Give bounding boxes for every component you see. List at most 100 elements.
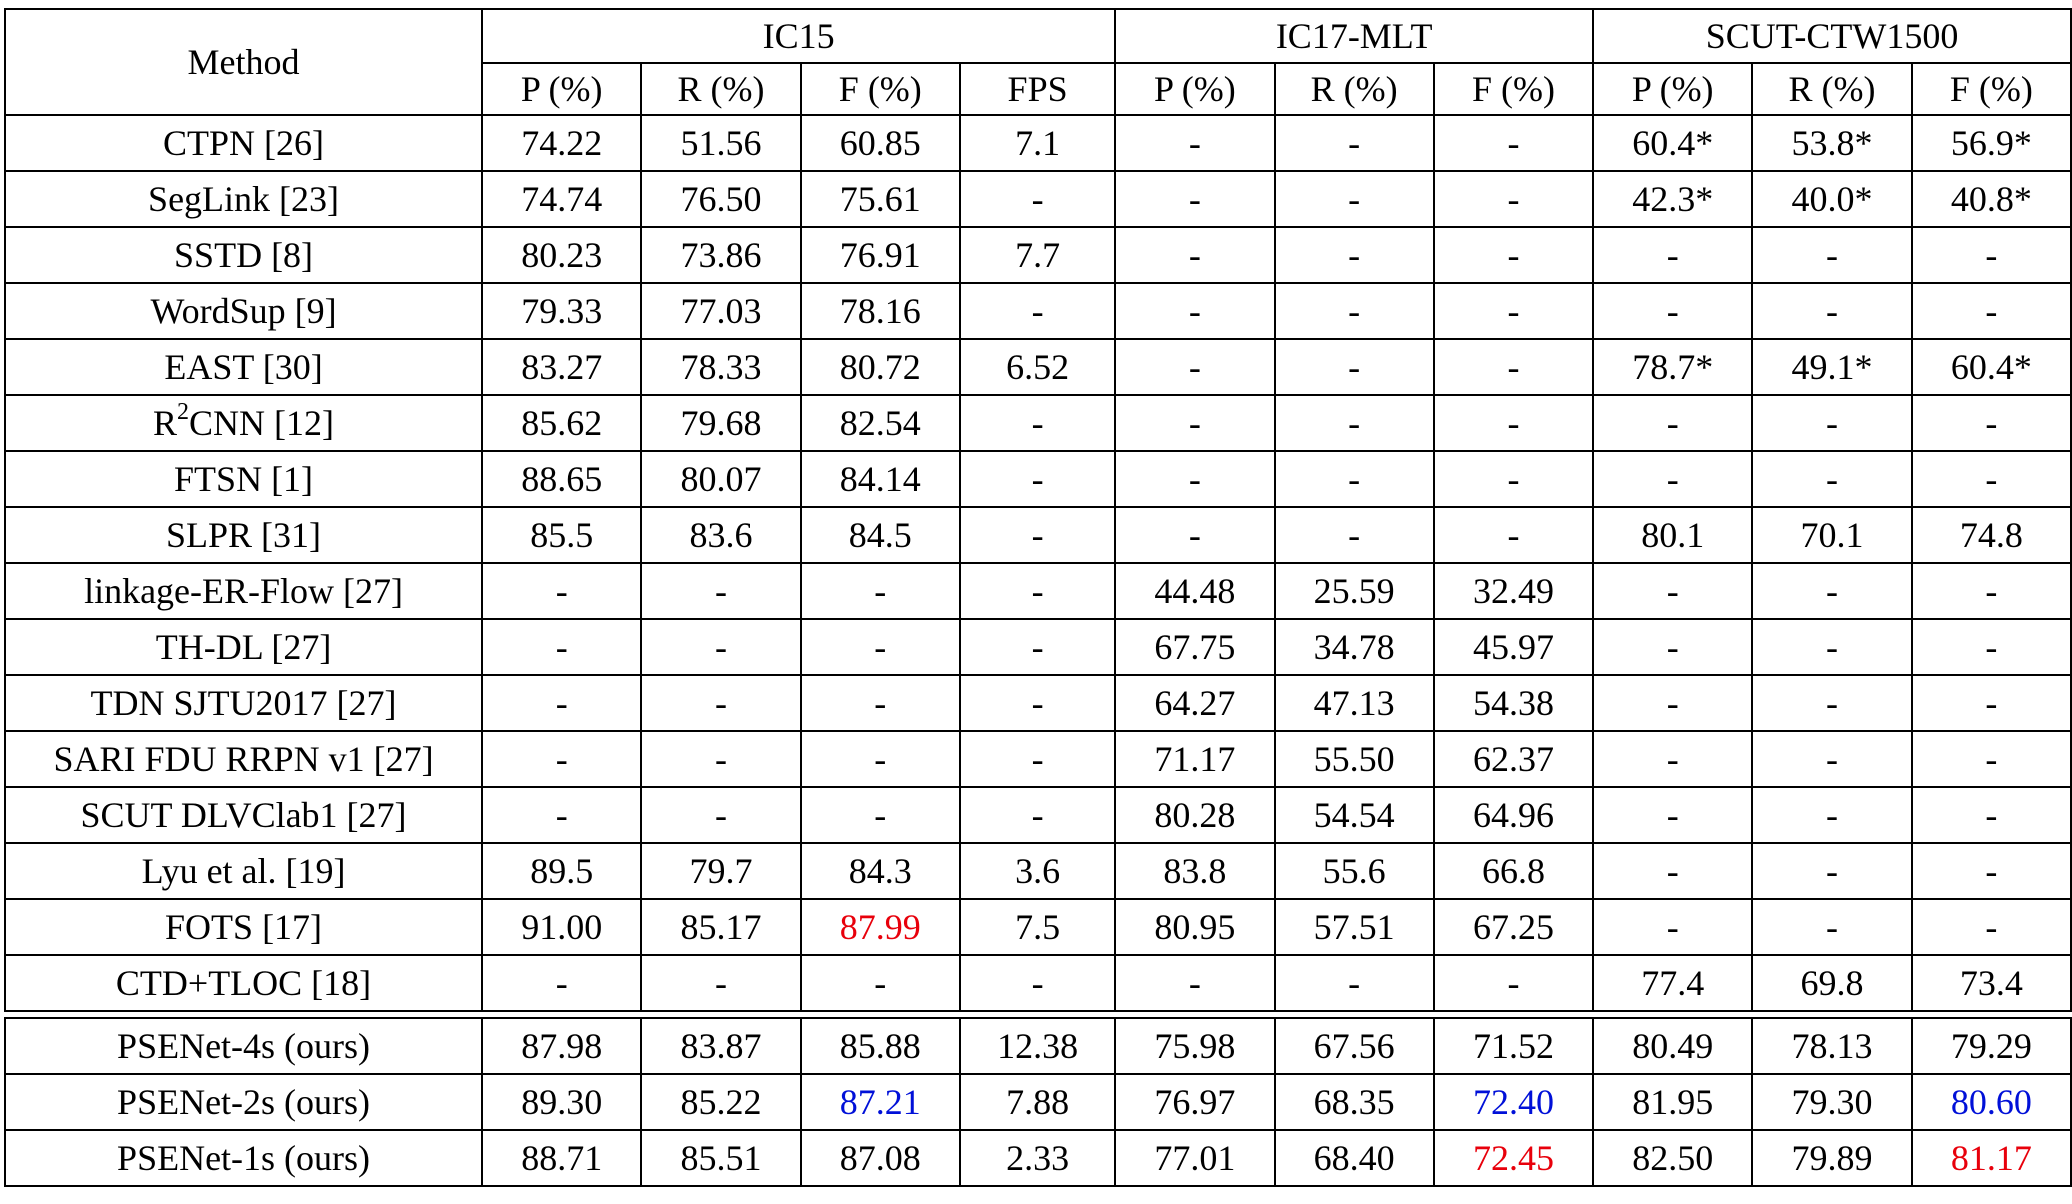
- table-row: linkage-ER-Flow [27] - - - -44.48 25.59 32.49-…: [3, 562, 2072, 620]
- value-cell: -: [958, 506, 1117, 564]
- value-cell: 57.51: [1273, 898, 1435, 956]
- method-cell: CTD+TLOC [18]: [3, 954, 484, 1012]
- method-cell: PSENet-2s (ours): [3, 1073, 484, 1131]
- value-cell: 82.54: [799, 394, 961, 452]
- value-cell: 53.8*: [1751, 114, 1913, 172]
- value-cell: 73.86: [640, 226, 802, 284]
- value-cell: 75.98: [1114, 1017, 1276, 1075]
- value-cell: 89.5: [481, 842, 643, 900]
- value-cell: 25.59: [1273, 562, 1435, 620]
- value-cell: -: [1592, 450, 1754, 508]
- value-cell: -: [640, 674, 802, 732]
- value-cell: -: [1114, 170, 1276, 228]
- value-cell: -: [1114, 226, 1276, 284]
- value-cell: 78.33: [640, 338, 802, 396]
- value-cell: -: [640, 618, 802, 676]
- value-cell: -: [1910, 898, 2072, 956]
- value-cell: -: [1751, 282, 1913, 340]
- value-cell: -: [481, 562, 643, 620]
- value-cell: -: [481, 730, 643, 788]
- column-header: R (%): [1273, 62, 1435, 116]
- value-cell: 6.52: [958, 338, 1117, 396]
- value-cell: -: [1273, 450, 1435, 508]
- value-cell: 71.17: [1114, 730, 1276, 788]
- value-cell: -: [1432, 506, 1595, 564]
- value-cell: 87.21: [799, 1073, 961, 1131]
- value-cell: -: [958, 562, 1117, 620]
- value-cell: 88.71: [481, 1129, 643, 1187]
- value-cell: -: [799, 562, 961, 620]
- value-cell: -: [958, 170, 1117, 228]
- value-cell: 85.17: [640, 898, 802, 956]
- value-cell: -: [1751, 562, 1913, 620]
- value-cell: 76.50: [640, 170, 802, 228]
- value-cell: -: [1273, 338, 1435, 396]
- value-cell: -: [1432, 450, 1595, 508]
- value-cell: -: [1592, 674, 1754, 732]
- value-cell: -: [1273, 282, 1435, 340]
- method-cell: SSTD [8]: [3, 226, 484, 284]
- value-cell: 82.50: [1592, 1129, 1754, 1187]
- value-cell: -: [1273, 114, 1435, 172]
- value-cell: 91.00: [481, 898, 643, 956]
- group-header-ic17-mlt: IC17-MLT: [1114, 8, 1595, 64]
- value-cell: -: [1751, 786, 1913, 844]
- value-cell: -: [1592, 730, 1754, 788]
- table-row: SARI FDU RRPN v1 [27] - - - -71.17 55.50 62.37…: [3, 730, 2072, 788]
- method-cell: FOTS [17]: [3, 898, 484, 956]
- value-cell: 78.13: [1751, 1017, 1913, 1075]
- value-cell: -: [640, 562, 802, 620]
- value-cell: -: [1910, 786, 2072, 844]
- value-cell: 85.88: [799, 1017, 961, 1075]
- value-cell: 73.4: [1910, 954, 2072, 1012]
- value-cell: -: [1592, 898, 1754, 956]
- value-cell: 83.87: [640, 1017, 802, 1075]
- value-cell: 7.1: [958, 114, 1117, 172]
- value-cell: 45.97: [1432, 618, 1595, 676]
- value-cell: 49.1*: [1751, 338, 1913, 396]
- value-cell: 83.27: [481, 338, 643, 396]
- header-row-columns: P (%) R (%) F (%) FPS P (%) R (%) F (%) P (%) R …: [5, 62, 2072, 116]
- value-cell: 66.8: [1432, 842, 1595, 900]
- value-cell: 34.78: [1273, 618, 1435, 676]
- value-cell: 79.89: [1751, 1129, 1913, 1187]
- value-cell: -: [1273, 170, 1435, 228]
- table-row: SegLink [23] 74.74 76.50 75.61- - - -42.3* 40.0…: [3, 170, 2072, 228]
- value-cell: 87.08: [799, 1129, 961, 1187]
- value-cell: -: [1910, 394, 2072, 452]
- value-cell: 79.29: [1910, 1017, 2072, 1075]
- value-cell: -: [1751, 394, 1913, 452]
- value-cell: 62.37: [1432, 730, 1595, 788]
- group-header-scut-ctw1500: SCUT-CTW1500: [1592, 8, 2072, 64]
- value-cell: 80.23: [481, 226, 643, 284]
- value-cell: -: [1114, 114, 1276, 172]
- value-cell: -: [1592, 282, 1754, 340]
- table-row: SLPR [31] 85.5 83.6 84.5- - - -80.1 70.1 74.8: [3, 506, 2072, 564]
- value-cell: 81.95: [1592, 1073, 1754, 1131]
- value-cell: 80.72: [799, 338, 961, 396]
- value-cell: 83.8: [1114, 842, 1276, 900]
- value-cell: 79.33: [481, 282, 643, 340]
- value-cell: 67.25: [1432, 898, 1595, 956]
- value-cell: 69.8: [1751, 954, 1913, 1012]
- method-cell: SLPR [31]: [3, 506, 484, 564]
- value-cell: -: [1273, 506, 1435, 564]
- section-divider: [5, 1010, 2071, 1019]
- table-row: SCUT DLVClab1 [27] - - - -80.28 54.54 64.96- - -: [3, 786, 2072, 844]
- value-cell: -: [1114, 954, 1276, 1012]
- table-row: Lyu et al. [19] 89.5 79.7 84.3 3.6 83.8 55.6 66…: [3, 842, 2072, 900]
- value-cell: -: [1273, 226, 1435, 284]
- value-cell: 87.98: [481, 1017, 643, 1075]
- value-cell: 55.50: [1273, 730, 1435, 788]
- value-cell: 77.03: [640, 282, 802, 340]
- value-cell: 80.1: [1592, 506, 1754, 564]
- value-cell: 74.22: [481, 114, 643, 172]
- value-cell: -: [1910, 674, 2072, 732]
- value-cell: 80.95: [1114, 898, 1276, 956]
- column-header: P (%): [1592, 62, 1754, 116]
- value-cell: 79.7: [640, 842, 802, 900]
- value-cell: -: [799, 954, 961, 1012]
- value-cell: 88.65: [481, 450, 643, 508]
- value-cell: 79.68: [640, 394, 802, 452]
- value-cell: -: [799, 618, 961, 676]
